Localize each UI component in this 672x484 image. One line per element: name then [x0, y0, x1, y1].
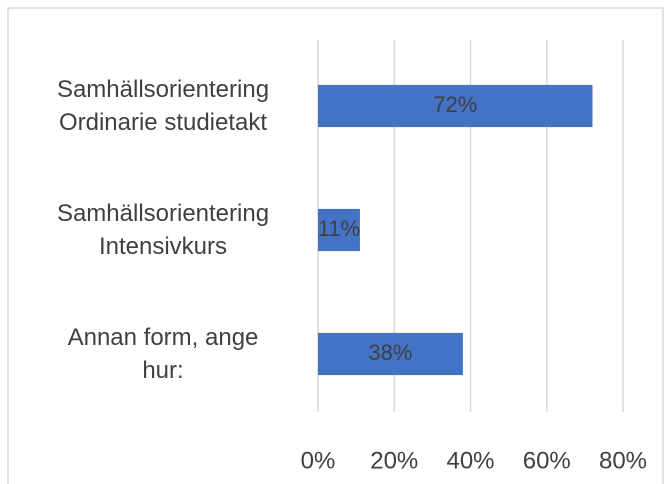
y-tick-label: Samhällsorientering Intensivkurs: [56, 200, 270, 260]
bar: [318, 332, 463, 376]
data-label: 38%: [368, 340, 412, 365]
data-label: 11%: [318, 216, 360, 241]
chart-frame: [7, 7, 664, 484]
x-tick-label: 80%: [599, 447, 647, 474]
x-tick-label: 20%: [370, 447, 418, 474]
x-tick-label: 60%: [523, 447, 571, 474]
x-tick-label: 40%: [446, 447, 494, 474]
x-tick-label: 0%: [301, 447, 336, 474]
bar: [318, 84, 593, 128]
bar: [318, 208, 360, 252]
y-tick-label: Samhällsorientering Ordinarie studietakt: [56, 76, 270, 136]
y-tick-label: Annan form, ange hur:: [67, 324, 259, 384]
data-label: 72%: [433, 92, 477, 117]
